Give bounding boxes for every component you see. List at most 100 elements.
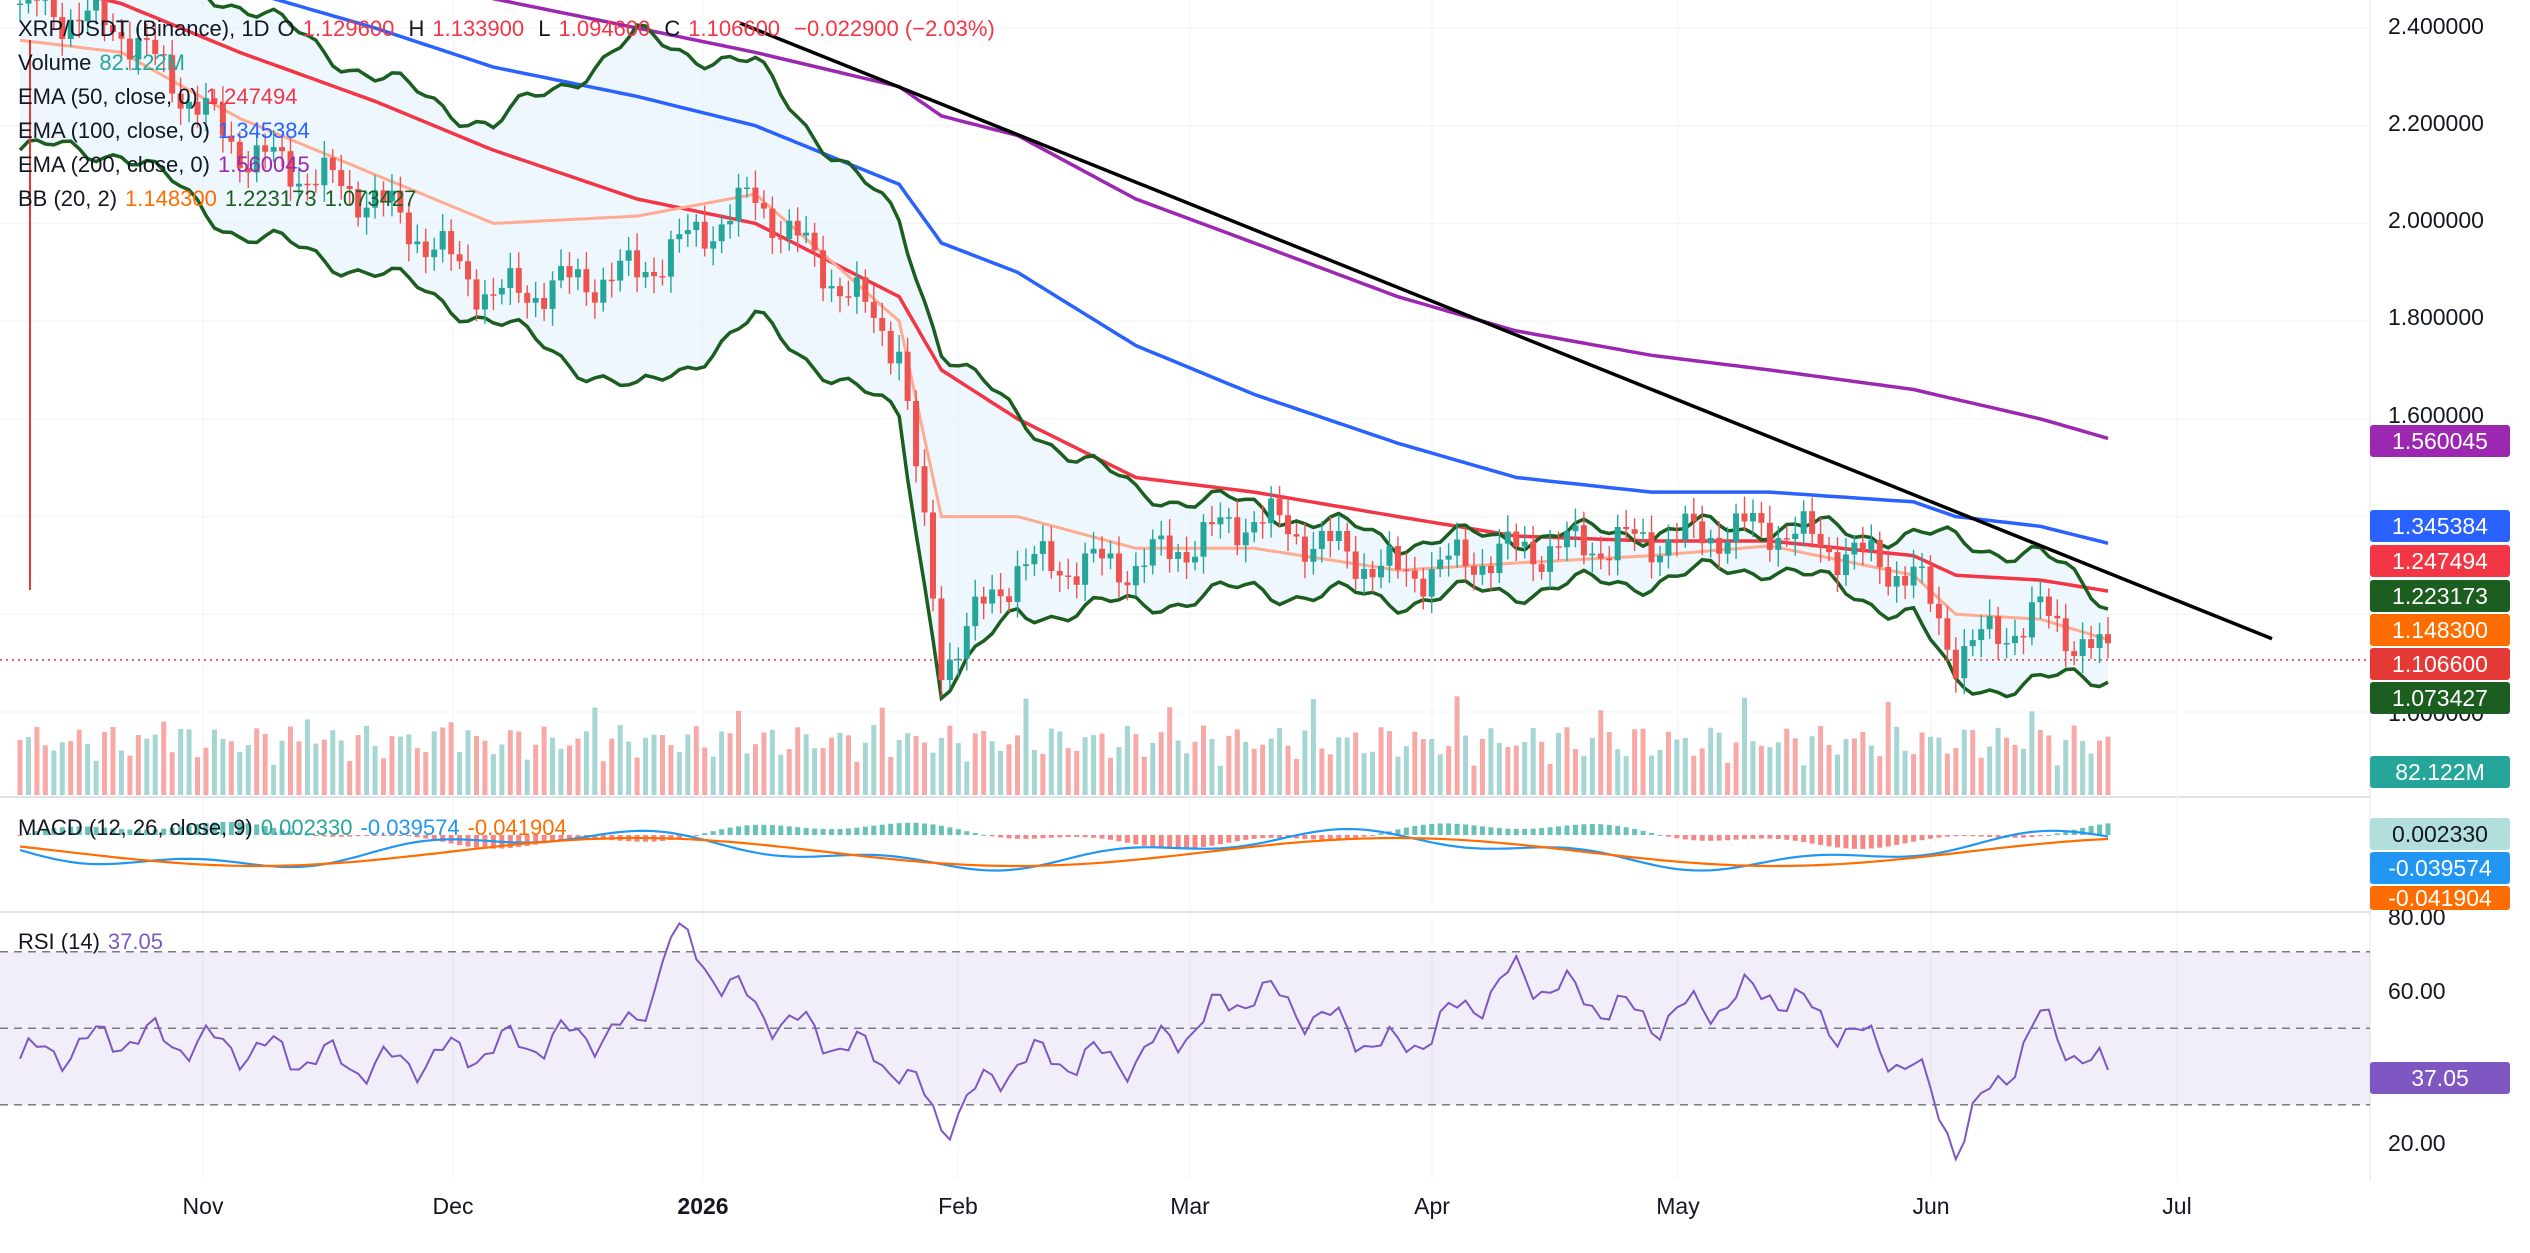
rsi-legend[interactable]: RSI (14) 37.05 (18, 927, 171, 957)
volume-bar (1336, 737, 1342, 795)
bb-lower-badge-text: 1.073427 (2392, 685, 2488, 711)
macd-histogram-bar (1344, 835, 1350, 840)
volume-bar (1826, 744, 1832, 795)
macd-histogram-bar (1488, 827, 1494, 835)
volume-bar (1970, 730, 1976, 795)
candle-body (1039, 541, 1046, 554)
volume-bar (1640, 728, 1646, 795)
macd-histogram-bar (1412, 825, 1418, 835)
candle-body (710, 241, 717, 249)
candle-body (169, 55, 176, 94)
symbol-title[interactable]: XRP/USDT (Binance), 1D (18, 16, 270, 41)
bb-basis-line (19, 38, 2109, 641)
candle-body (1208, 522, 1215, 525)
volume-bar (1437, 754, 1443, 795)
candle-body (1428, 569, 1435, 597)
candle-body (524, 292, 531, 303)
bb-upper-badge-text: 1.223173 (2392, 583, 2488, 609)
macd-histogram-bar (1023, 835, 1029, 839)
volume-bar (76, 729, 82, 795)
candle-body (295, 183, 302, 187)
volume-bar (288, 726, 294, 795)
volume-bar (1488, 728, 1494, 795)
candle-body (236, 141, 243, 169)
candle-body (1386, 546, 1393, 566)
candle-body (1158, 535, 1165, 540)
candle-body (25, 0, 32, 4)
macd-histogram-bar (786, 826, 792, 835)
volume-bar (237, 752, 243, 795)
bb-basis-value: 1.148300 (125, 186, 217, 211)
macd-histogram-bar (1936, 835, 1942, 838)
macd-histogram-bar (473, 835, 479, 848)
candle-body (1031, 553, 1038, 565)
volume-bar (313, 743, 319, 795)
volume-bar (1716, 732, 1722, 795)
candle-body (1099, 548, 1106, 559)
price-tick: 1.800000 (2388, 304, 2484, 330)
candle-body (1885, 567, 1892, 587)
macd-legend[interactable]: MACD (12, 26, close, 9) 0.002330 -0.039574… (18, 813, 575, 843)
volume-bar (1107, 757, 1113, 795)
candle-body (135, 37, 142, 60)
candle-body (1251, 522, 1258, 533)
volume-bar (254, 728, 260, 795)
ema200-legend[interactable]: EMA (200, close, 0) 1.560045 (18, 150, 318, 180)
price-tick: 2.200000 (2388, 110, 2484, 136)
volume-bar (1682, 738, 1688, 795)
bb-legend[interactable]: BB (20, 2) 1.148300 1.223173 1.073427 (18, 184, 424, 214)
ema50-legend[interactable]: EMA (50, close, 0) 1.247494 (18, 82, 306, 112)
candle-body (1961, 646, 1968, 679)
volume-value: 82.122M (99, 50, 186, 75)
volume-bar (1522, 742, 1528, 795)
volume-bar (85, 743, 91, 795)
volume-bar (2012, 744, 2018, 795)
macd-signal-badge-text: -0.041904 (2388, 885, 2492, 911)
candle-body (498, 287, 505, 295)
candle-body (202, 98, 209, 115)
candle-body (1809, 511, 1816, 534)
macd-histogram-bar (1894, 835, 1900, 846)
macd-histogram-bar (1987, 835, 1993, 837)
macd-histogram-bar (769, 825, 775, 835)
ema200-badge-text: 1.560045 (2392, 428, 2488, 454)
macd-histogram-bar (1539, 828, 1545, 835)
volume-bar (592, 707, 598, 795)
volume-bar (397, 736, 403, 795)
candle-body (1910, 566, 1917, 586)
volume-legend[interactable]: Volume 82.122M (18, 48, 193, 78)
ema100-legend[interactable]: EMA (100, close, 0) 1.345384 (18, 116, 318, 146)
candle-body (845, 296, 852, 298)
candle-body (870, 301, 877, 318)
candle-body (1437, 559, 1444, 570)
candle-body (667, 239, 674, 277)
candle-body (84, 10, 91, 22)
ema50-label: EMA (50, close, 0) (18, 84, 198, 109)
volume-bar (1936, 737, 1942, 795)
volume-bar (1556, 733, 1562, 795)
macd-histogram-bar (1970, 835, 1976, 837)
volume-bar (736, 710, 742, 795)
ema100-badge: 1.345384 (2370, 510, 2510, 542)
macd-histogram-bar (1065, 835, 1071, 838)
candle-body (1513, 531, 1520, 547)
volume-bar (1429, 739, 1435, 795)
ema100-badge-text: 1.345384 (2392, 513, 2488, 539)
candle-body (634, 250, 641, 278)
volume-bar (1031, 749, 1037, 795)
volume-bar (1589, 737, 1595, 795)
low-label: L (538, 16, 551, 41)
candle-body (2012, 635, 2019, 644)
bb-basis-badge-text: 1.148300 (2392, 617, 2488, 643)
candle-body (253, 145, 260, 173)
candle-body (1006, 596, 1013, 602)
volume-bar (1133, 734, 1139, 795)
macd-histogram-bar (93, 827, 99, 835)
candle-body (1842, 554, 1849, 576)
volume-bar (1310, 699, 1316, 795)
volume-bar (710, 756, 716, 795)
volume-bar (778, 754, 784, 795)
volume-bar (1513, 745, 1519, 795)
volume-bar (676, 752, 682, 795)
